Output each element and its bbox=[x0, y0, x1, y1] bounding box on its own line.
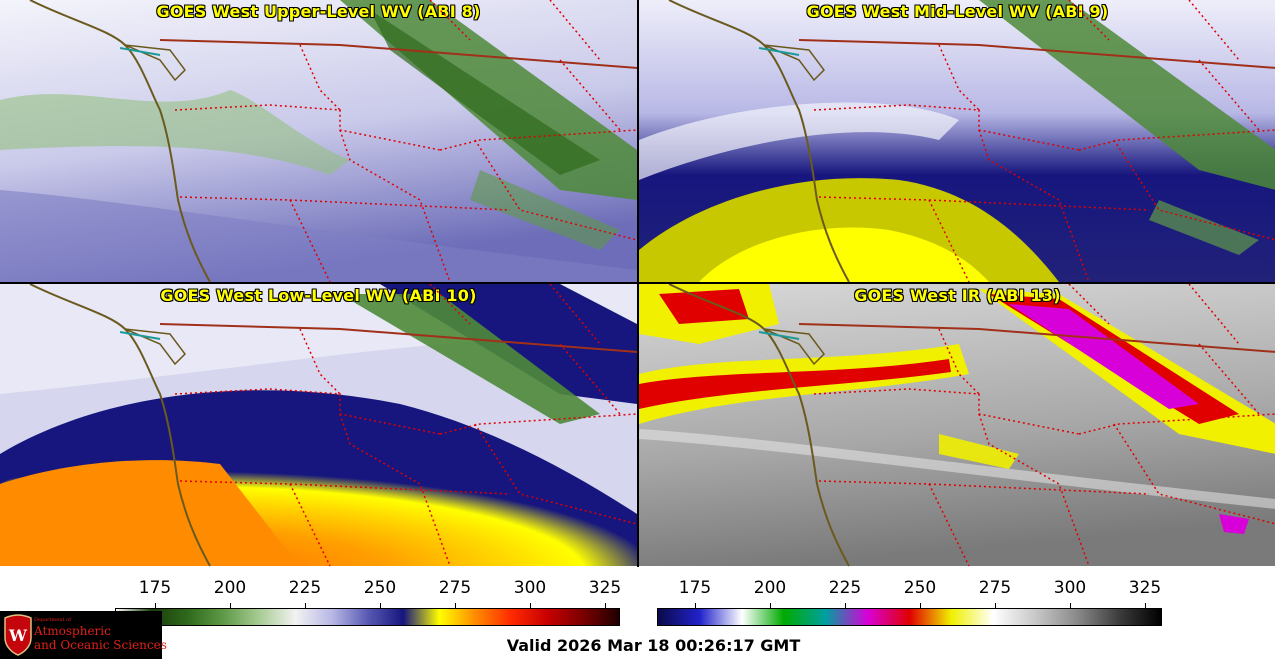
panel-title: GOES West IR (ABI 13) bbox=[854, 286, 1061, 305]
wv-tick-mark bbox=[530, 603, 531, 608]
ir-colorbar bbox=[657, 608, 1162, 626]
panel-title: GOES West Mid-Level WV (ABI 9) bbox=[806, 2, 1109, 21]
wv-tick-mark bbox=[155, 603, 156, 608]
crest-letter: W bbox=[8, 626, 28, 645]
panel-title: GOES West Upper-Level WV (ABI 8) bbox=[156, 2, 481, 21]
ir-tick-mark bbox=[920, 603, 921, 608]
valid-timestamp: Valid 2026 Mar 18 00:26:17 GMT bbox=[506, 636, 801, 655]
panel-low-level-wv: GOES West Low-Level WV (ABI 10) bbox=[0, 284, 637, 566]
wv-tick-mark bbox=[455, 603, 456, 608]
ir-tick-mark bbox=[1070, 603, 1071, 608]
ir-tick-label: 175 bbox=[678, 578, 712, 598]
wv-tick-label: 225 bbox=[288, 578, 322, 598]
wv-tick-mark bbox=[305, 603, 306, 608]
ir-tick-label: 300 bbox=[1053, 578, 1087, 598]
uw-crest-icon: W bbox=[4, 614, 32, 656]
wv-tick-label: 275 bbox=[438, 578, 472, 598]
wv-tick-mark bbox=[605, 603, 606, 608]
wv-tick-label: 200 bbox=[213, 578, 247, 598]
wv-tick-label: 175 bbox=[138, 578, 172, 598]
panel-ir: GOES West IR (ABI 13) bbox=[639, 284, 1275, 566]
panel-mid-level-wv: GOES West Mid-Level WV (ABI 9) bbox=[639, 0, 1275, 282]
wv-tick-mark bbox=[380, 603, 381, 608]
ir-tick-mark bbox=[770, 603, 771, 608]
ir-tick-mark bbox=[845, 603, 846, 608]
ir-tick-mark bbox=[695, 603, 696, 608]
wv-tick-label: 325 bbox=[588, 578, 622, 598]
wv-tick-label: 300 bbox=[513, 578, 547, 598]
logo-oceanic-line: and Oceanic Sciences bbox=[34, 638, 167, 652]
panel-divider-horizontal bbox=[0, 282, 1275, 284]
ir-tick-label: 250 bbox=[903, 578, 937, 598]
satellite-image-ir bbox=[639, 284, 1275, 566]
panel-upper-level-wv: GOES West Upper-Level WV (ABI 8) bbox=[0, 0, 637, 282]
satellite-image-low-wv bbox=[0, 284, 637, 566]
ir-tick-mark bbox=[1145, 603, 1146, 608]
ir-tick-label: 200 bbox=[753, 578, 787, 598]
ir-tick-label: 275 bbox=[978, 578, 1012, 598]
ir-tick-label: 325 bbox=[1128, 578, 1162, 598]
logo-dept-line: Department of bbox=[34, 617, 71, 623]
wv-colorbar bbox=[115, 608, 620, 626]
aos-logo: W Department of Atmospheric and Oceanic … bbox=[0, 611, 167, 659]
panel-title: GOES West Low-Level WV (ABI 10) bbox=[160, 286, 477, 305]
satellite-image-mid-wv bbox=[639, 0, 1275, 282]
wv-tick-label: 250 bbox=[363, 578, 397, 598]
ir-tick-mark bbox=[995, 603, 996, 608]
logo-atmospheric-line: Atmospheric bbox=[34, 624, 111, 638]
satellite-image-upper-wv bbox=[0, 0, 637, 282]
wv-tick-mark bbox=[230, 603, 231, 608]
ir-tick-label: 225 bbox=[828, 578, 862, 598]
